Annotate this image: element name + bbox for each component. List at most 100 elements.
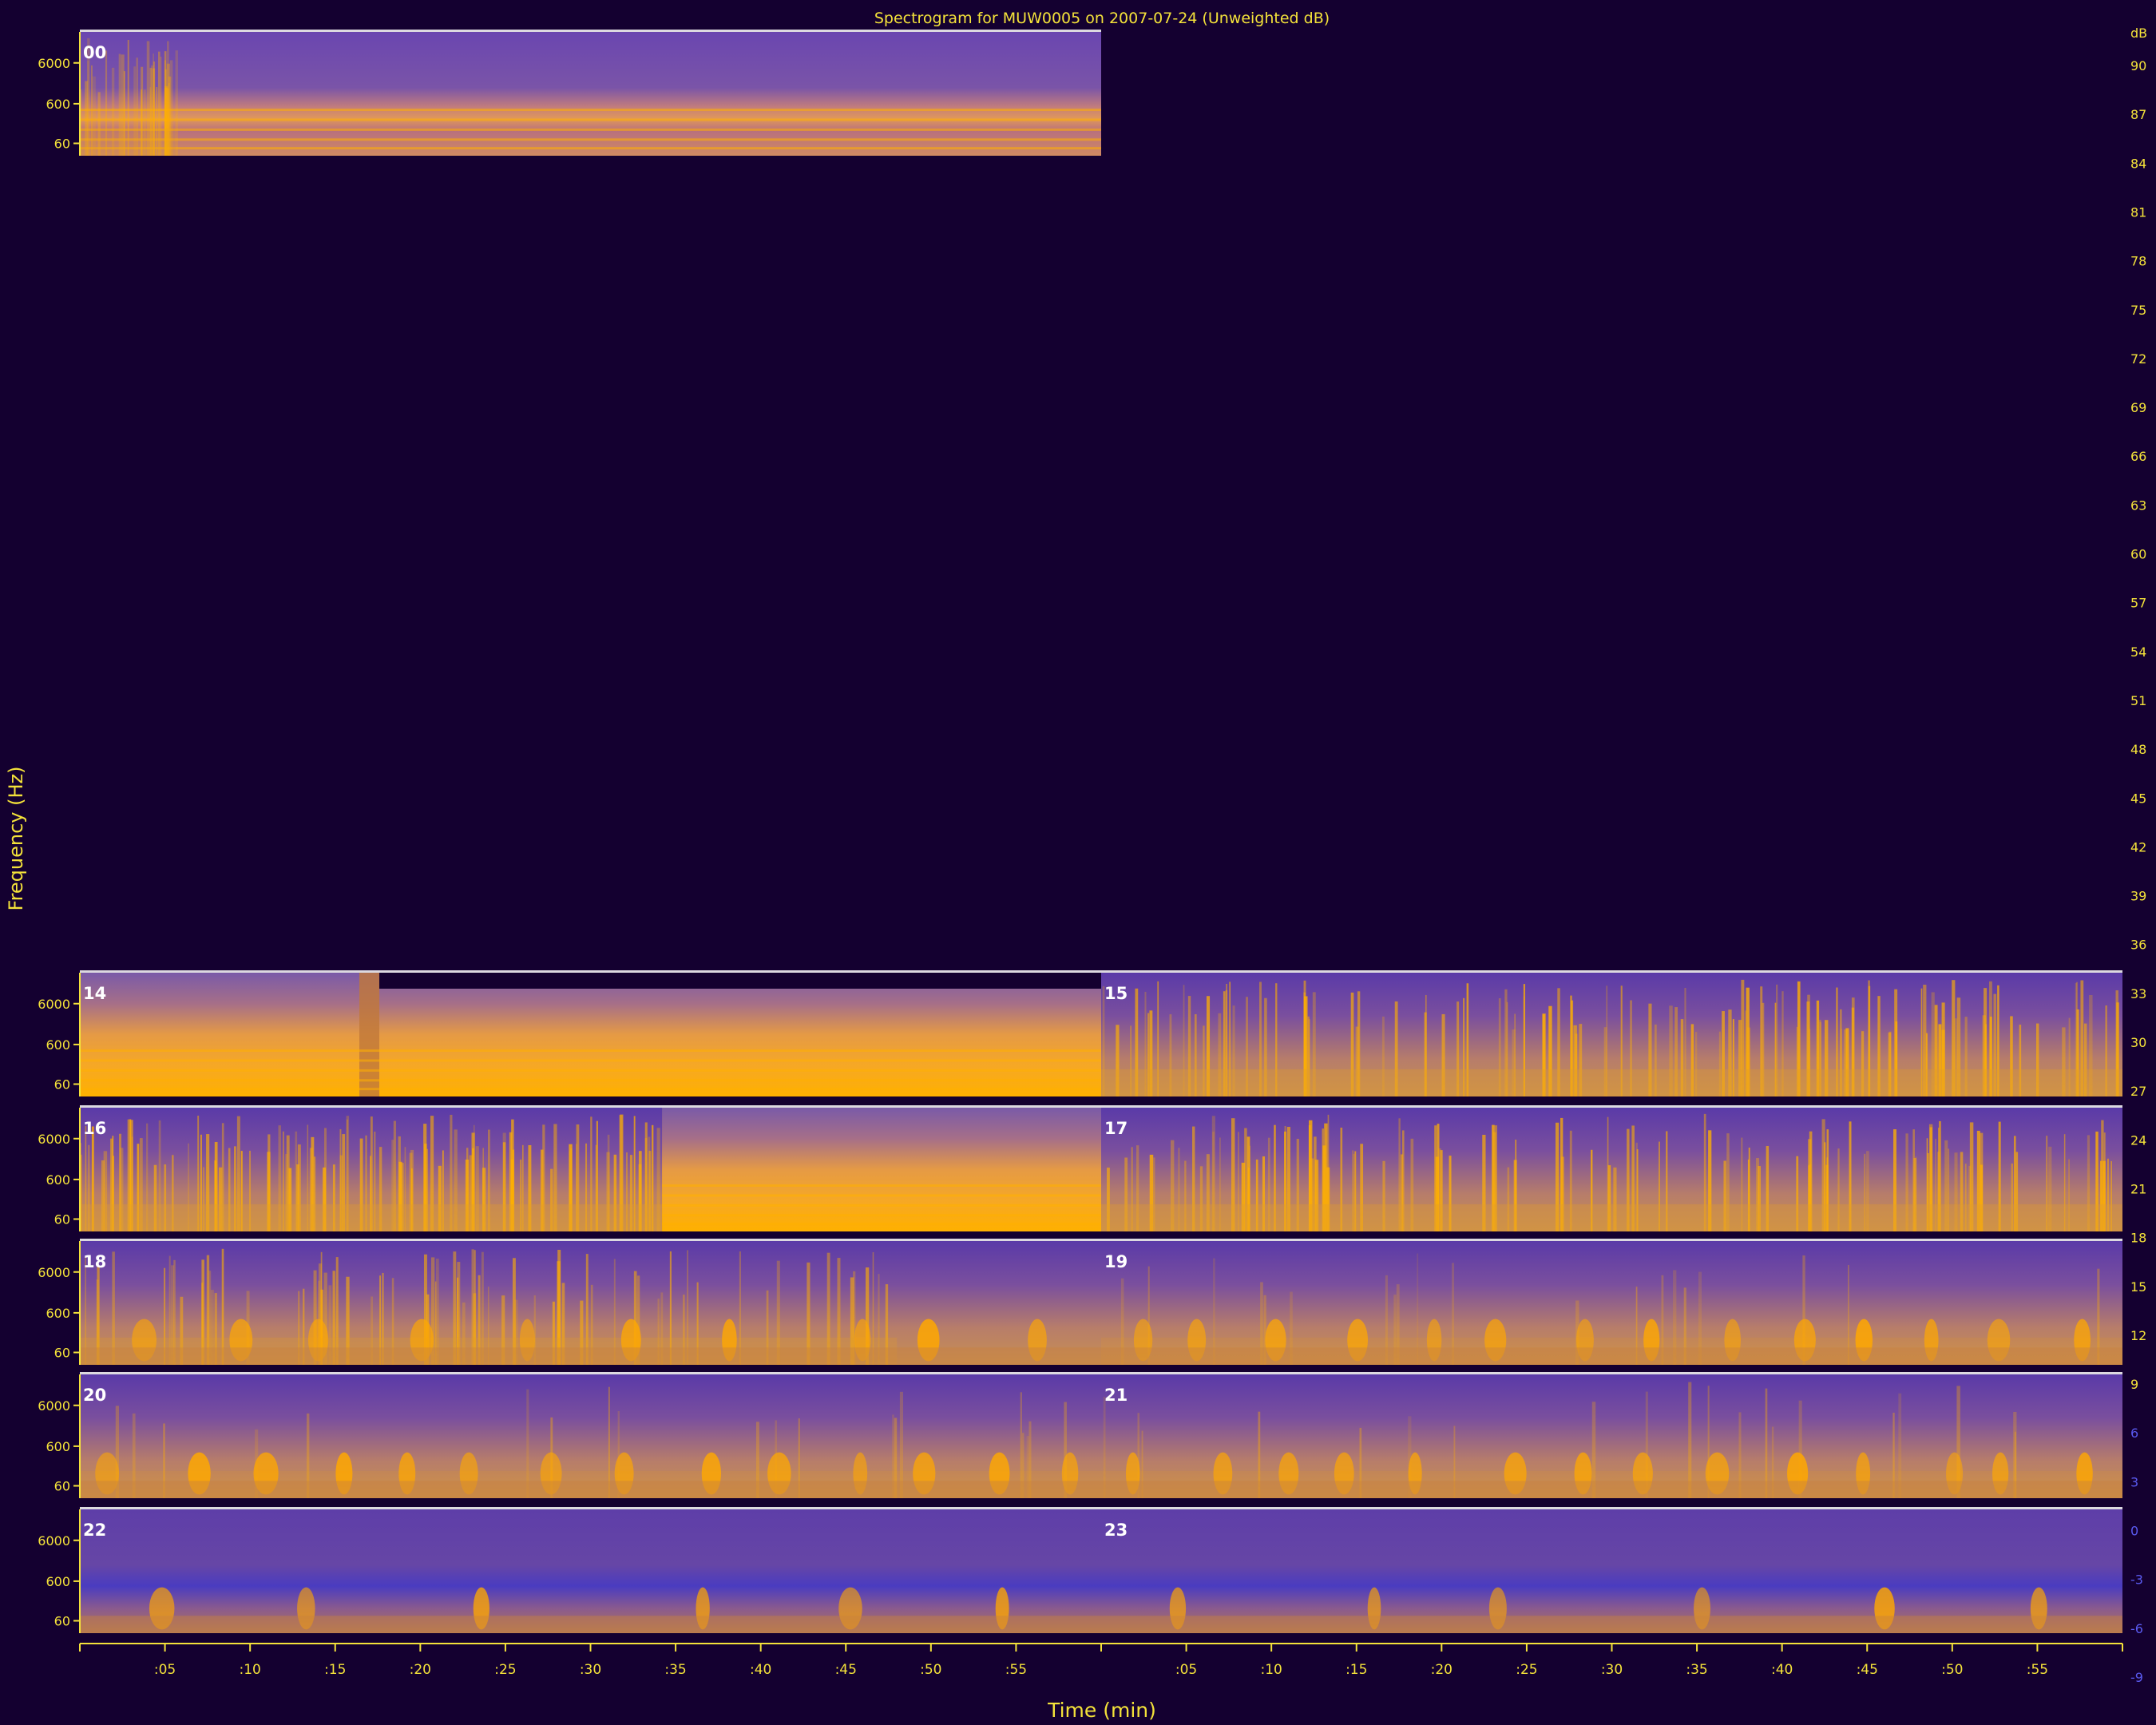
event-streak — [1482, 1134, 1486, 1231]
y-tick-label: 600 — [46, 1439, 70, 1454]
burst-blob — [1504, 1452, 1527, 1495]
event-streak — [542, 1124, 545, 1231]
event-streak — [1845, 1028, 1849, 1096]
event-streak — [164, 1164, 167, 1231]
event-streak — [569, 1144, 573, 1231]
event-streak — [1147, 1013, 1150, 1096]
event-streak — [307, 1124, 309, 1231]
event-streak — [1913, 1157, 1917, 1231]
spectrogram-panel-23: 23 — [1101, 1507, 2122, 1633]
event-streak — [1744, 1010, 1747, 1096]
event-streak — [1147, 1266, 1150, 1365]
event-streak — [1781, 991, 1784, 1096]
event-streak — [359, 1138, 363, 1231]
event-streak — [1385, 1275, 1388, 1365]
x-tick-label: :25 — [1516, 1662, 1537, 1678]
colorbar-tick-label: 87 — [2130, 107, 2146, 122]
event-streak — [1690, 1024, 1694, 1096]
hour-label-00: 00 — [83, 43, 106, 62]
event-streak — [85, 1256, 86, 1365]
hour-label-19: 19 — [1104, 1252, 1128, 1271]
x-axis-label: Time (min) — [1047, 1699, 1156, 1722]
event-streak — [168, 76, 172, 156]
event-streak — [2080, 980, 2084, 1096]
event-streak — [1135, 988, 1139, 1096]
colorbar-tick-label: 66 — [2130, 449, 2146, 464]
low-freq-energy — [1101, 1347, 2122, 1365]
coverage-bar — [80, 1507, 1101, 1509]
event-streak — [1314, 1136, 1317, 1231]
colorbar-tick-label: 54 — [2130, 644, 2146, 660]
coverage-bar — [80, 970, 1101, 973]
event-streak — [1246, 1136, 1250, 1231]
event-streak — [1984, 1024, 1988, 1096]
event-streak — [219, 1167, 223, 1231]
event-streak — [1893, 1129, 1896, 1231]
event-streak — [1635, 1287, 1638, 1365]
event-streak — [101, 1160, 105, 1231]
event-streak — [644, 1122, 648, 1231]
event-streak — [339, 1155, 343, 1231]
event-streak — [111, 67, 115, 156]
event-streak — [311, 1136, 315, 1231]
event-streak — [152, 68, 156, 156]
event-streak — [1307, 1016, 1310, 1096]
event-streak — [1231, 1118, 1235, 1231]
event-streak — [620, 1114, 624, 1231]
event-streak — [1816, 1000, 1820, 1096]
coverage-bar — [80, 1372, 1101, 1374]
freq-band — [80, 1088, 1101, 1091]
event-streak — [365, 1135, 367, 1231]
event-streak — [1976, 1130, 1980, 1231]
event-streak — [409, 1152, 413, 1231]
y-tick-label: 60 — [54, 1077, 70, 1092]
burst-blob — [2076, 1452, 2093, 1495]
event-streak — [1130, 1025, 1132, 1096]
event-streak — [1771, 1426, 1774, 1498]
event-streak — [92, 76, 96, 156]
freq-band — [662, 1194, 1101, 1197]
event-streak — [837, 1258, 841, 1365]
event-streak — [471, 1132, 475, 1231]
event-streak — [1194, 1013, 1197, 1096]
burst-blob — [1694, 1587, 1710, 1630]
event-streak — [1894, 989, 1898, 1096]
event-streak — [2089, 995, 2093, 1096]
event-streak — [1723, 1160, 1726, 1231]
event-streak — [1666, 1131, 1668, 1231]
freq-band — [80, 138, 1101, 141]
y-tick-label: 60 — [54, 1479, 70, 1494]
event-streak — [249, 1150, 251, 1231]
event-streak — [1758, 1166, 1762, 1231]
colorbar-tick-label: 81 — [2130, 204, 2146, 220]
low-freq-energy — [1101, 1616, 2122, 1633]
x-tick-label: :40 — [1771, 1662, 1793, 1678]
event-streak — [146, 1123, 149, 1231]
event-streak — [755, 1422, 759, 1498]
event-streak — [660, 1292, 664, 1365]
event-streak — [776, 1260, 780, 1365]
hour-label-18: 18 — [83, 1252, 106, 1271]
event-streak — [1824, 1142, 1826, 1231]
burst-blob — [95, 1452, 120, 1495]
event-streak — [221, 1123, 224, 1231]
event-streak — [332, 1164, 335, 1231]
burst-blob — [913, 1452, 936, 1495]
event-streak — [457, 1262, 461, 1365]
event-streak — [164, 60, 167, 156]
event-streak — [112, 1251, 115, 1365]
event-streak — [1184, 1160, 1187, 1231]
burst-blob — [1855, 1319, 1873, 1362]
low-freq-energy — [80, 1616, 1101, 1633]
event-streak — [400, 1163, 404, 1231]
event-streak — [438, 1165, 442, 1231]
event-streak — [1765, 1388, 1768, 1498]
hour-label-17: 17 — [1104, 1119, 1128, 1138]
event-streak — [2010, 1016, 2013, 1096]
event-streak — [1837, 1148, 1840, 1231]
event-streak — [590, 1116, 593, 1231]
event-streak — [201, 1283, 204, 1365]
coverage-bar — [1101, 970, 2122, 973]
event-streak — [2011, 1163, 2013, 1231]
burst-blob — [1946, 1452, 1964, 1495]
